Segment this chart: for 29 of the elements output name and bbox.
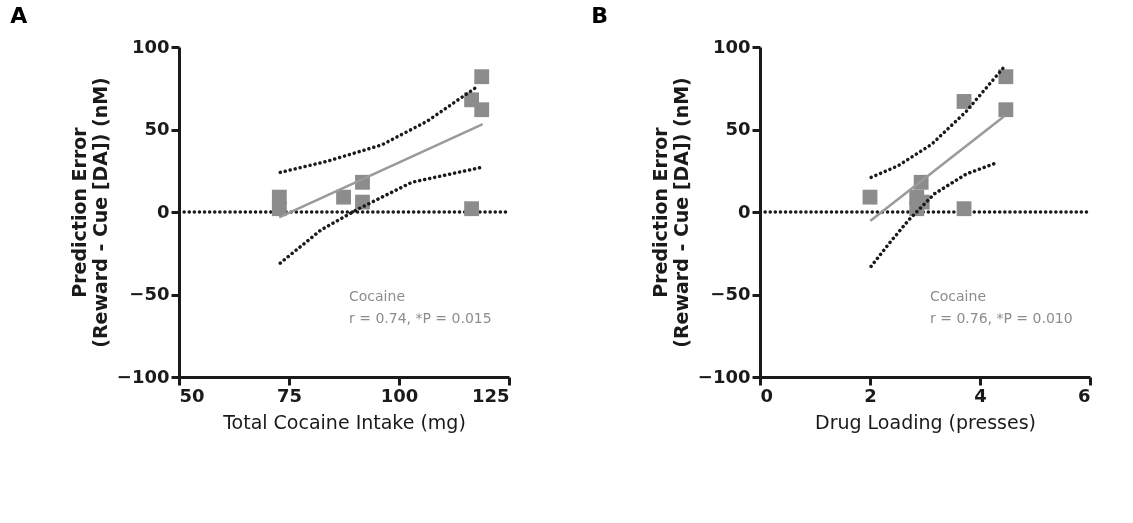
- chart-title: B: [591, 3, 609, 28]
- x-tick-label: 50: [179, 384, 205, 406]
- x-tick-label: 6: [1077, 384, 1091, 406]
- y-tick-label: 100: [131, 35, 170, 57]
- x-tick-label: 100: [380, 384, 419, 406]
- y-tick-label: 50: [144, 118, 170, 139]
- y-tick-label: −100: [697, 365, 751, 387]
- x-axis-title: Total Cocaine Intake (mg): [222, 410, 466, 433]
- x-tick-label: 2: [864, 384, 877, 406]
- y-tick-label: −50: [129, 283, 170, 304]
- y-tick-label: −50: [710, 283, 751, 304]
- annotation: Cocaine: [930, 288, 986, 304]
- x-tick-label: 4: [974, 384, 987, 406]
- y-tick-label: −100: [116, 365, 170, 387]
- annotation: Cocaine: [349, 288, 405, 304]
- annotation: r = 0.76, *P = 0.010: [930, 310, 1073, 326]
- x-axis-title: Drug Loading (presses): [815, 410, 1036, 433]
- y-tick-label: 0: [156, 200, 170, 222]
- annotation: r = 0.74, *P = 0.015: [349, 310, 492, 326]
- line-series: [869, 65, 1006, 180]
- chart-title: A: [10, 3, 28, 28]
- y-axis-title: Prediction Error (Reward - Cue [DA]) (nM): [648, 77, 692, 348]
- y-axis-title: Prediction Error (Reward - Cue [DA]) (nM): [67, 77, 111, 348]
- y-tick-label: 50: [725, 118, 751, 139]
- x-tick-label: 0: [760, 384, 774, 406]
- x-tick-label: 125: [471, 384, 510, 406]
- y-tick-label: 100: [712, 35, 751, 57]
- x-tick-label: 75: [276, 384, 303, 406]
- y-tick-label: 0: [737, 200, 751, 222]
